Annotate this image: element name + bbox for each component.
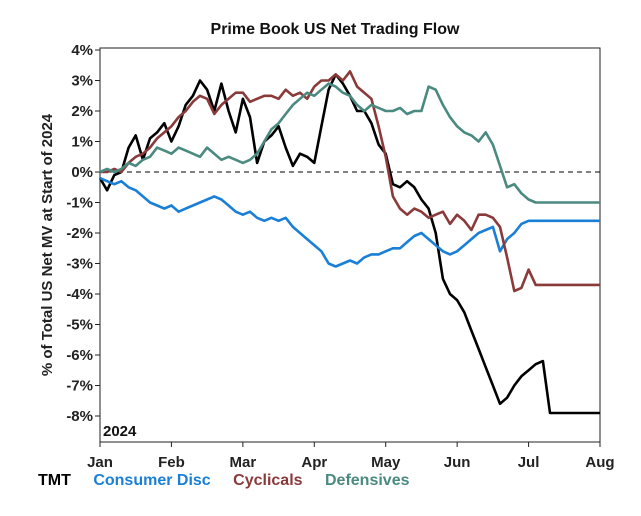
y-axis-ticks: 4% 3% 2% 1% 0% -1% -2% -3% -4% -5% -6% -7% -8% (66, 42, 100, 425)
y-tick-label: -3% (66, 256, 93, 273)
series-line-tmt (98, 73, 600, 415)
legend: TMT Consumer Disc Cyclicals Defensives (38, 472, 428, 490)
year-label: 2024 (103, 423, 137, 440)
x-tick-label: May (371, 454, 401, 471)
y-tick-label: -4% (66, 286, 93, 303)
series-line-defensives (99, 82, 600, 204)
x-axis-ticks: Jan Feb Mar Apr May Jun Jul Aug (87, 442, 615, 471)
x-tick-label: Feb (158, 454, 185, 471)
legend-item-tmt: TMT (38, 472, 71, 489)
x-tick-label: Jul (518, 454, 540, 471)
legend-item-cyclicals: Cyclicals (233, 472, 303, 489)
y-tick-label: -8% (66, 408, 93, 425)
y-tick-label: -6% (66, 347, 93, 364)
y-tick-label: 0% (71, 164, 93, 181)
y-tick-label: -1% (66, 195, 93, 212)
y-tick-label: 4% (71, 42, 93, 59)
y-tick-label: -2% (66, 225, 93, 242)
x-tick-label: Aug (585, 454, 614, 471)
x-tick-label: Jan (87, 454, 113, 471)
y-tick-label: -7% (66, 378, 93, 395)
series-line-consumer-disc (99, 176, 600, 268)
x-tick-label: Jun (444, 454, 471, 471)
x-tick-label: Mar (230, 454, 257, 471)
series-lines (98, 70, 600, 415)
legend-item-defensives: Defensives (325, 472, 410, 489)
x-tick-label: Apr (301, 454, 327, 471)
plot-frame (99, 47, 601, 443)
y-tick-label: 1% (71, 134, 93, 151)
y-axis-label: % of Total US Net MV at Start of 2024 (39, 113, 56, 376)
chart-title: Prime Book US Net Trading Flow (211, 21, 460, 38)
y-tick-label: 3% (71, 73, 93, 90)
y-tick-label: 2% (71, 103, 93, 120)
series-line-cyclicals (100, 70, 600, 293)
plot-area (99, 47, 601, 443)
legend-item-consumer-disc: Consumer Disc (93, 472, 211, 489)
y-tick-label: -5% (66, 317, 93, 334)
